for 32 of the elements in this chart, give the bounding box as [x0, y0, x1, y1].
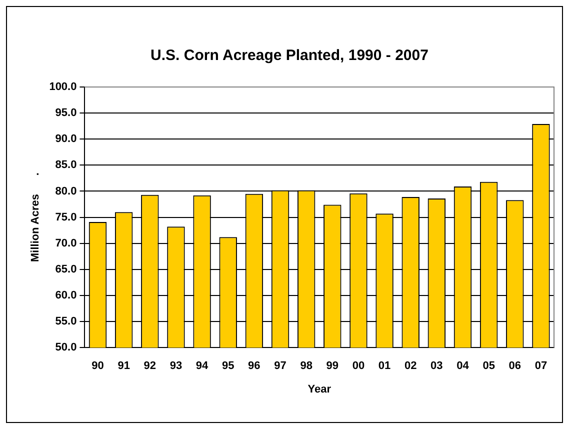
x-tick-label: 91: [118, 360, 130, 372]
x-axis-title: Year: [308, 383, 332, 396]
y-tick-label: 80.0: [55, 185, 77, 198]
y-tick-label: 65.0: [55, 263, 77, 276]
y-tick-label: 75.0: [55, 211, 77, 224]
x-tick-label: 06: [508, 360, 522, 372]
y-tick-label: 60.0: [55, 290, 77, 302]
x-tick-label: 00: [352, 360, 365, 372]
y-tick-label: 95.0: [55, 107, 77, 120]
x-tick-label: 93: [170, 360, 182, 372]
x-tick-label: 05: [482, 360, 495, 372]
y-tick-label: 100.0: [49, 81, 77, 94]
x-tick-label: 94: [196, 360, 210, 372]
y-tick-label: 50.0: [55, 342, 77, 354]
x-tick-label: 90: [92, 360, 104, 372]
x-tick-label: 04: [456, 360, 470, 372]
x-tick-label: 01: [378, 360, 391, 372]
x-tick-label: 96: [248, 360, 260, 372]
y-tick-label: 85.0: [55, 159, 77, 172]
y-axis-title: Million Acres .: [30, 172, 42, 262]
x-tick-label: 07: [534, 360, 548, 372]
x-tick-label: 02: [404, 360, 417, 372]
x-tick-label: 98: [300, 360, 312, 372]
x-tick-label: 97: [274, 360, 286, 372]
y-tick-label: 90.0: [55, 133, 77, 146]
x-tick-label: 95: [222, 360, 234, 372]
y-tick-label: 55.0: [55, 316, 77, 328]
y-tick-label: 70.0: [55, 237, 77, 250]
chart-title: U.S. Corn Acreage Planted, 1990 - 2007: [150, 47, 428, 64]
x-tick-label: 03: [430, 360, 443, 372]
x-tick-label: 99: [326, 360, 339, 372]
x-tick-label: 92: [144, 360, 156, 372]
